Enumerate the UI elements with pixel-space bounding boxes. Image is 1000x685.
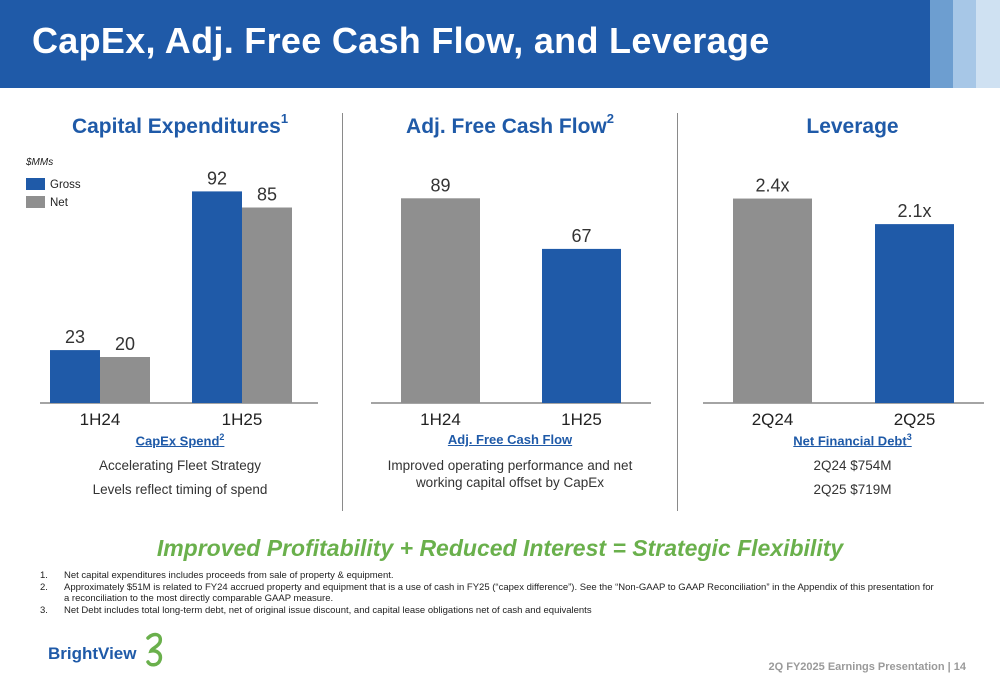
x-tick-label: 2Q25 — [894, 410, 936, 429]
data-label: 23 — [65, 327, 85, 347]
legend-swatch-net — [26, 196, 45, 208]
leverage-column-title: Leverage — [680, 113, 1000, 139]
footnote-number: 2. — [40, 581, 48, 593]
fcf-column-title: Adj. Free Cash Flow2 — [345, 111, 675, 139]
data-label: 2.1x — [897, 201, 931, 221]
footnote-1: 1. Net capital expenditures includes pro… — [40, 570, 940, 582]
header-accent-stripe-3 — [976, 0, 1000, 88]
data-label: 92 — [207, 168, 227, 188]
capex-title-text: Capital Expenditures — [71, 115, 281, 138]
leverage-bar-2Q25 — [875, 224, 954, 403]
footnote-number: 1. — [40, 570, 48, 581]
tagline: Improved Profitability + Reduced Interes… — [156, 535, 844, 561]
slide-title: CapEx, Adj. Free Cash Flow, and Leverage — [32, 20, 770, 61]
column-divider-right — [677, 113, 678, 511]
x-tick-label: 1H25 — [222, 410, 263, 429]
fcf-heading: Adj. Free Cash Flow — [345, 432, 675, 447]
fcf-bar-1H25 — [542, 248, 621, 403]
capex-title-footnote-ref: 1 — [280, 111, 289, 126]
legend-label-gross: Gross — [50, 179, 81, 191]
leverage-bar-chart: 2.4x 2Q24 2.1x 2Q25 — [703, 176, 984, 429]
logo-wordmark: BrightView — [48, 644, 137, 663]
column-divider-left — [342, 113, 343, 511]
header-accent-stripe-2 — [953, 0, 976, 88]
fcf-note: Improved operating performance and net w… — [387, 458, 633, 490]
x-tick-label: 1H24 — [80, 410, 121, 429]
footnote-text: Approximately $51M is related to FY24 ac… — [64, 581, 934, 605]
net-debt-heading-text: Net Financial Debt — [793, 433, 907, 449]
footnote-3: 3. Net Debt includes total long-term deb… — [40, 605, 940, 617]
footnote-2: 2. Approximately $51M is related to FY24… — [40, 582, 940, 605]
legend-swatch-gross — [26, 178, 45, 190]
net-debt-2q24: 2Q24 $754M — [813, 458, 892, 473]
fcf-bar-chart: 89 1H24 67 1H25 — [371, 175, 651, 429]
leaf-icon — [146, 632, 163, 667]
data-label: 2.4x — [755, 176, 789, 196]
bar-net-1H25 — [242, 207, 292, 403]
title-bar: CapEx, Adj. Free Cash Flow, and Leverage — [0, 0, 1000, 88]
x-tick-label: 1H25 — [561, 410, 602, 429]
data-label: 67 — [571, 226, 591, 246]
fcf-bar-1H24 — [401, 198, 480, 403]
net-debt-2q25: 2Q25 $719M — [813, 482, 892, 497]
bar-gross-1H24 — [50, 350, 100, 403]
unit-label: $MMs — [25, 157, 53, 168]
legend-label-net: Net — [50, 197, 69, 209]
footnote-number: 3. — [40, 604, 48, 616]
capex-note-1: Accelerating Fleet Strategy — [98, 458, 262, 473]
data-label: 20 — [115, 334, 135, 354]
net-debt-footnote-ref: 3 — [906, 432, 912, 442]
fcf-title-text: Adj. Free Cash Flow — [406, 115, 607, 138]
bar-net-1H24 — [100, 357, 150, 403]
x-tick-label: 1H24 — [420, 410, 461, 429]
data-label: 85 — [257, 185, 277, 205]
capex-bar-chart: 23 20 1H24 92 85 1H25 $MMs Gross Net — [25, 157, 318, 429]
capex-column-title: Capital Expenditures1 — [10, 111, 350, 139]
footnote-text: Net capital expenditures includes procee… — [64, 570, 394, 581]
capex-spend-heading: CapEx Spend2 — [10, 432, 350, 448]
bar-gross-1H25 — [192, 191, 242, 403]
footnote-text: Net Debt includes total long-term debt, … — [64, 604, 592, 616]
footnotes: 1. Net capital expenditures includes pro… — [40, 570, 940, 616]
leverage-bar-2Q24 — [733, 198, 812, 403]
data-label: 89 — [430, 175, 450, 195]
x-tick-label: 2Q24 — [752, 410, 794, 429]
header-accent-stripe-1 — [930, 0, 953, 88]
footer-page-label: 2Q FY2025 Earnings Presentation | 14 — [768, 661, 967, 673]
capex-spend-heading-text: CapEx Spend — [135, 433, 220, 449]
capex-spend-footnote-ref: 2 — [219, 432, 225, 442]
fcf-title-footnote-ref: 2 — [606, 111, 614, 126]
brightview-logo: BrightView — [48, 632, 168, 668]
fcf-heading-text: Adj. Free Cash Flow — [447, 432, 573, 447]
capex-note-2: Levels reflect timing of spend — [92, 482, 268, 497]
leverage-title-text: Leverage — [806, 115, 899, 138]
net-debt-heading: Net Financial Debt3 — [680, 432, 1000, 448]
